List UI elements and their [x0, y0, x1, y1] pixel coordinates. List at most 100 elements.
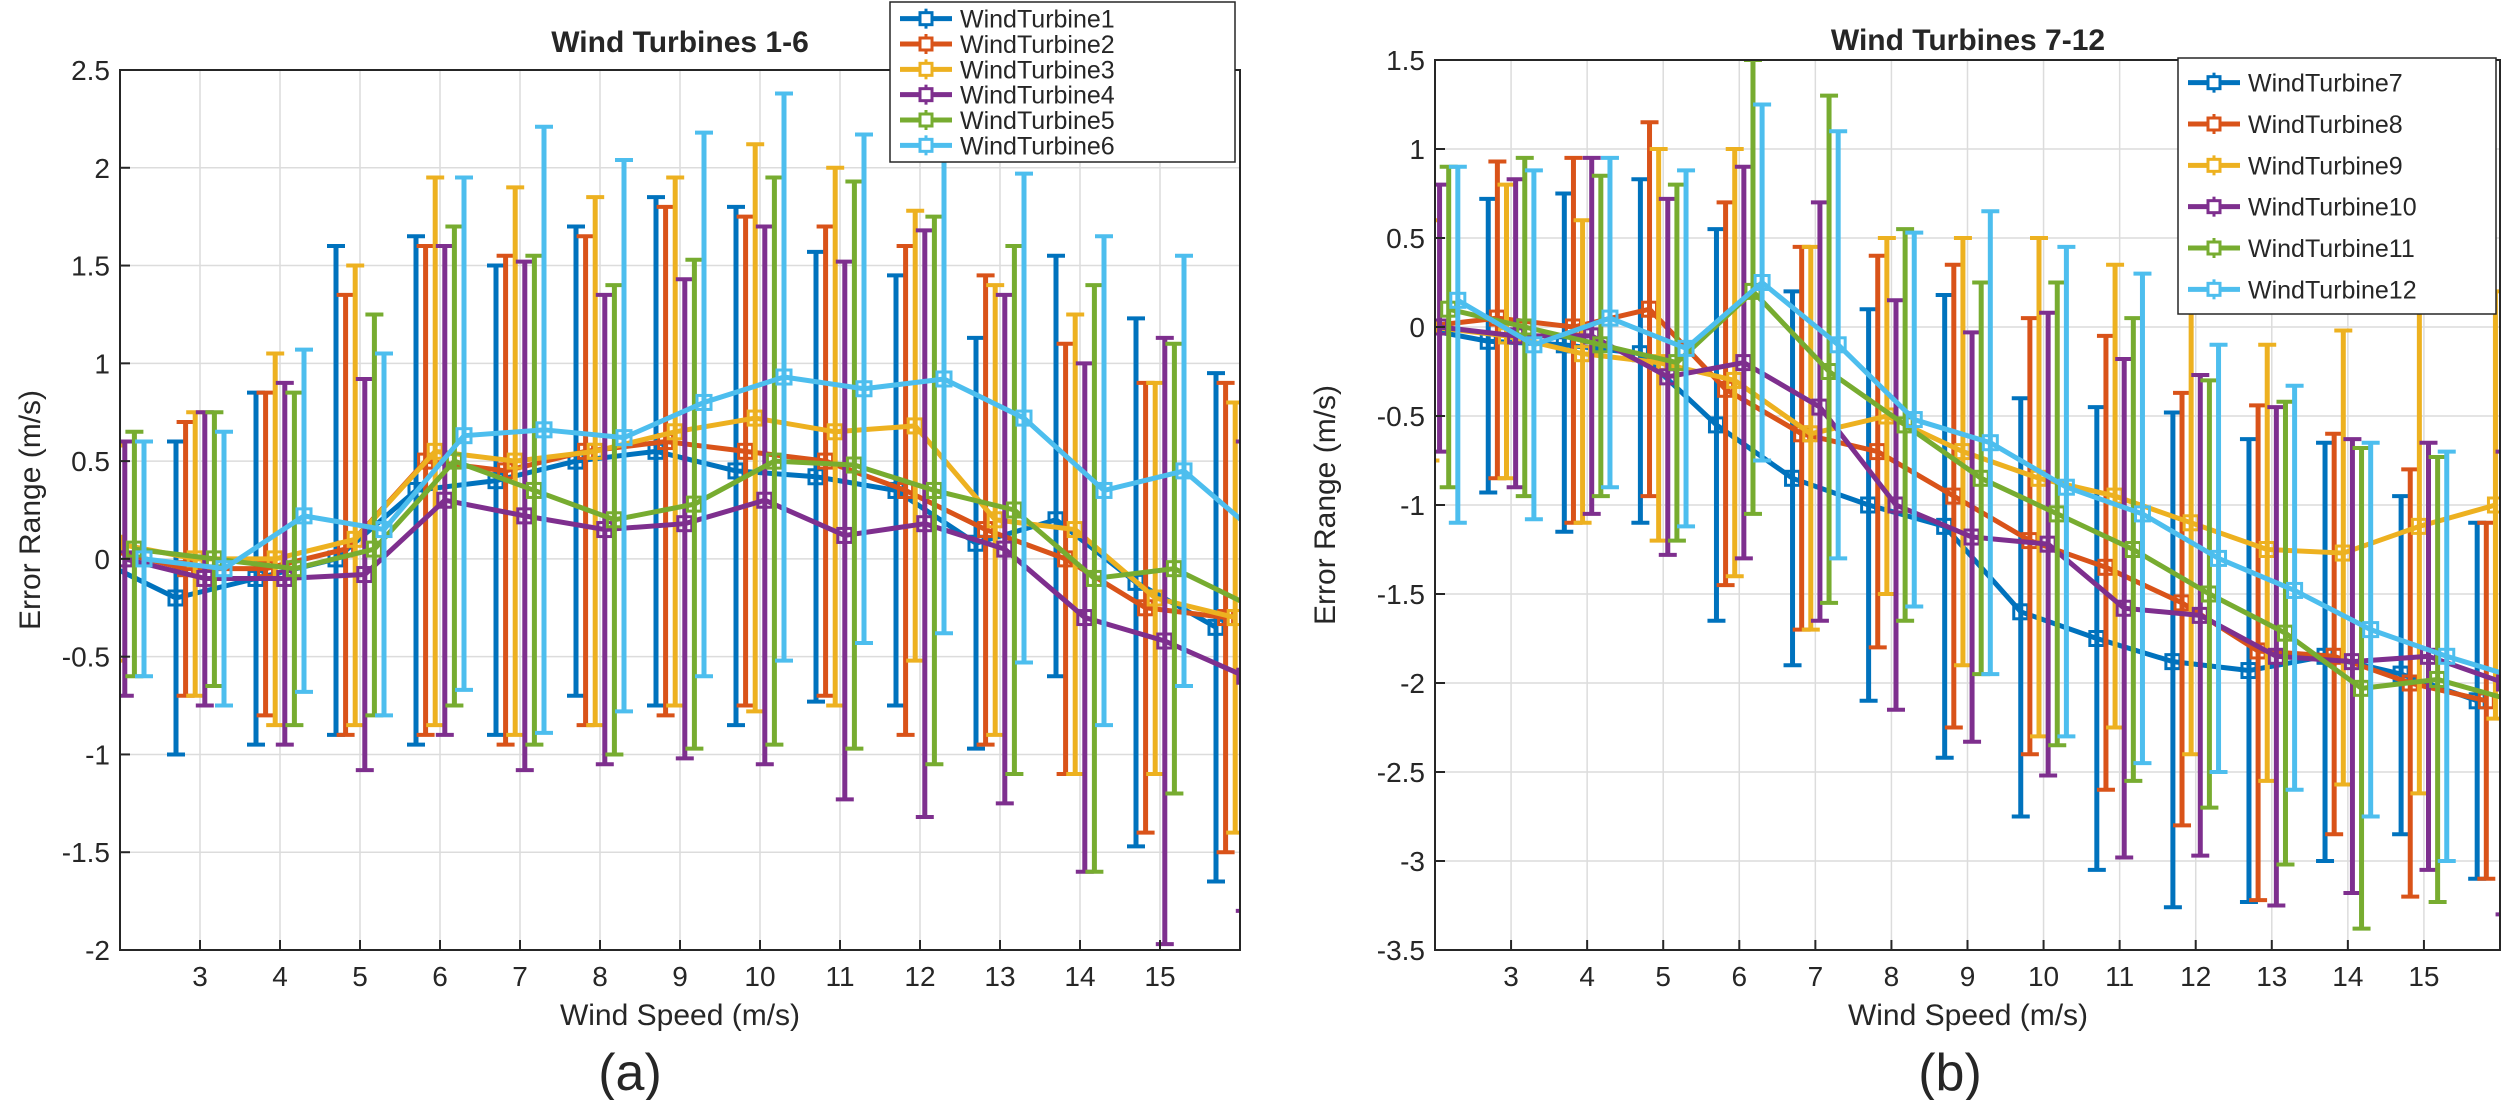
- x-tick-label: 14: [2332, 961, 2363, 992]
- data-point: [1146, 589, 1164, 607]
- data-point: [346, 530, 364, 548]
- data-point: [2133, 505, 2151, 523]
- legend-item: WindTurbine7: [2188, 70, 2403, 98]
- x-tick-label: 3: [1503, 961, 1519, 992]
- legend-label: WindTurbine10: [2248, 194, 2417, 222]
- data-point: [257, 560, 275, 578]
- tick-labels: 3 4 5 6 7 8 9 10 11 12 13 14 15-3.5-3-2.5-2-1.5-1-0.…: [1377, 45, 2440, 992]
- legend-swatch-marker: [2206, 199, 2222, 215]
- data-point: [765, 452, 783, 470]
- series-WindTurbine12: [1448, 102, 2500, 863]
- data-point: [906, 417, 924, 435]
- x-tick-label: 10: [744, 961, 775, 992]
- legend-label: WindTurbine5: [960, 107, 1115, 135]
- legend-item: WindTurbine8: [2188, 111, 2403, 139]
- series-WindTurbine8: [1435, 120, 2496, 903]
- data-point: [986, 511, 1004, 529]
- chart-panel-b: 3 4 5 6 7 8 9 10 11 12 13 14 15-3.5-3-2.5-2-1.5-1-0.…: [1309, 24, 2512, 1100]
- x-tick-label: 7: [512, 961, 528, 992]
- data-point: [685, 495, 703, 513]
- chart-title: Wind Turbines 1-6: [551, 26, 809, 59]
- legend-label: WindTurbine3: [960, 56, 1115, 84]
- legend-swatch-marker: [918, 137, 934, 153]
- legend-item: WindTurbine2: [900, 31, 1115, 59]
- legend-item: WindTurbine6: [900, 132, 1115, 160]
- data-point: [845, 456, 863, 474]
- legend-swatch-marker: [918, 11, 934, 27]
- data-point: [356, 566, 374, 584]
- series-WindTurbine6: [135, 91, 1240, 735]
- data-point: [996, 540, 1014, 558]
- legend-swatch-marker: [2206, 75, 2222, 91]
- data-point: [1601, 309, 1619, 327]
- y-tick-label: -3.5: [1377, 935, 1425, 966]
- data-point: [535, 421, 553, 439]
- x-tick-label: 5: [1655, 961, 1671, 992]
- y-tick-label: 2: [94, 153, 110, 184]
- series-WindTurbine9: [1435, 147, 2500, 796]
- legend-swatch-marker: [2206, 281, 2222, 297]
- data-point: [666, 423, 684, 441]
- data-point: [1066, 521, 1084, 539]
- legend-label: WindTurbine6: [960, 132, 1115, 160]
- data-point: [407, 481, 425, 499]
- legend-item: WindTurbine1: [900, 6, 1115, 34]
- legend-item: WindTurbine3: [900, 56, 1115, 84]
- legend-swatch-marker: [918, 87, 934, 103]
- data-point: [2496, 674, 2500, 692]
- data-point: [135, 550, 153, 568]
- data-point: [1015, 409, 1033, 427]
- data-point: [1005, 501, 1023, 519]
- data-point: [215, 560, 233, 578]
- legend-label: WindTurbine8: [2248, 111, 2403, 139]
- legend-label: WindTurbine7: [2248, 70, 2403, 98]
- legend-label: WindTurbine12: [2248, 276, 2417, 304]
- legend-swatch-marker: [918, 36, 934, 52]
- data-point: [615, 429, 633, 447]
- panel-label: (b): [1918, 1044, 1982, 1100]
- legend: WindTurbine1WindTurbine2WindTurbine3Wind…: [889, 1, 1236, 163]
- data-point: [775, 368, 793, 386]
- data-point: [525, 481, 543, 499]
- data-point: [1829, 336, 1847, 354]
- data-point: [1095, 481, 1113, 499]
- data-point: [1753, 274, 1771, 291]
- data-point: [2057, 478, 2075, 496]
- data-point: [375, 521, 393, 539]
- x-tick-label: 11: [825, 961, 854, 992]
- series-WindTurbine10: [1435, 155, 2500, 917]
- data-marks: [1435, 60, 2512, 931]
- data-point: [506, 452, 524, 470]
- data-point: [1226, 609, 1240, 627]
- series-line: [1448, 288, 2500, 700]
- legend-label: WindTurbine4: [960, 82, 1115, 110]
- x-tick-label: 7: [1808, 961, 1824, 992]
- legend-item: WindTurbine5: [900, 107, 1115, 135]
- series-line: [134, 458, 1240, 604]
- x-axis-label: Wind Speed (m/s): [1848, 999, 2088, 1032]
- x-tick-label: 8: [592, 961, 608, 992]
- data-point: [436, 491, 454, 509]
- data-point: [925, 481, 943, 499]
- data-point: [120, 534, 124, 552]
- data-point: [2507, 694, 2512, 708]
- data-point: [1449, 291, 1467, 309]
- data-point: [295, 507, 313, 525]
- legend-item: WindTurbine12: [2188, 276, 2417, 304]
- y-tick-label: -0.5: [1377, 401, 1425, 432]
- data-point: [167, 589, 185, 607]
- data-point: [196, 569, 214, 587]
- y-tick-label: -0.5: [62, 642, 110, 673]
- legend-swatch-marker: [918, 112, 934, 128]
- x-tick-label: 9: [672, 961, 688, 992]
- x-tick-label: 15: [1144, 961, 1175, 992]
- legend-swatch-marker: [918, 61, 934, 77]
- y-tick-label: -3: [1400, 846, 1425, 877]
- data-point: [807, 468, 825, 486]
- chart-panel-a: 3 4 5 6 7 8 9 10 11 12 13 14 15 -2 -1.5 -1 -0.5 0 0.5 1 1.5 2…: [14, 1, 1241, 1100]
- data-point: [1175, 462, 1193, 480]
- y-tick-label: 1.5: [71, 251, 110, 282]
- data-point: [676, 515, 694, 533]
- legend-item: WindTurbine9: [2188, 152, 2403, 180]
- data-point: [120, 550, 134, 568]
